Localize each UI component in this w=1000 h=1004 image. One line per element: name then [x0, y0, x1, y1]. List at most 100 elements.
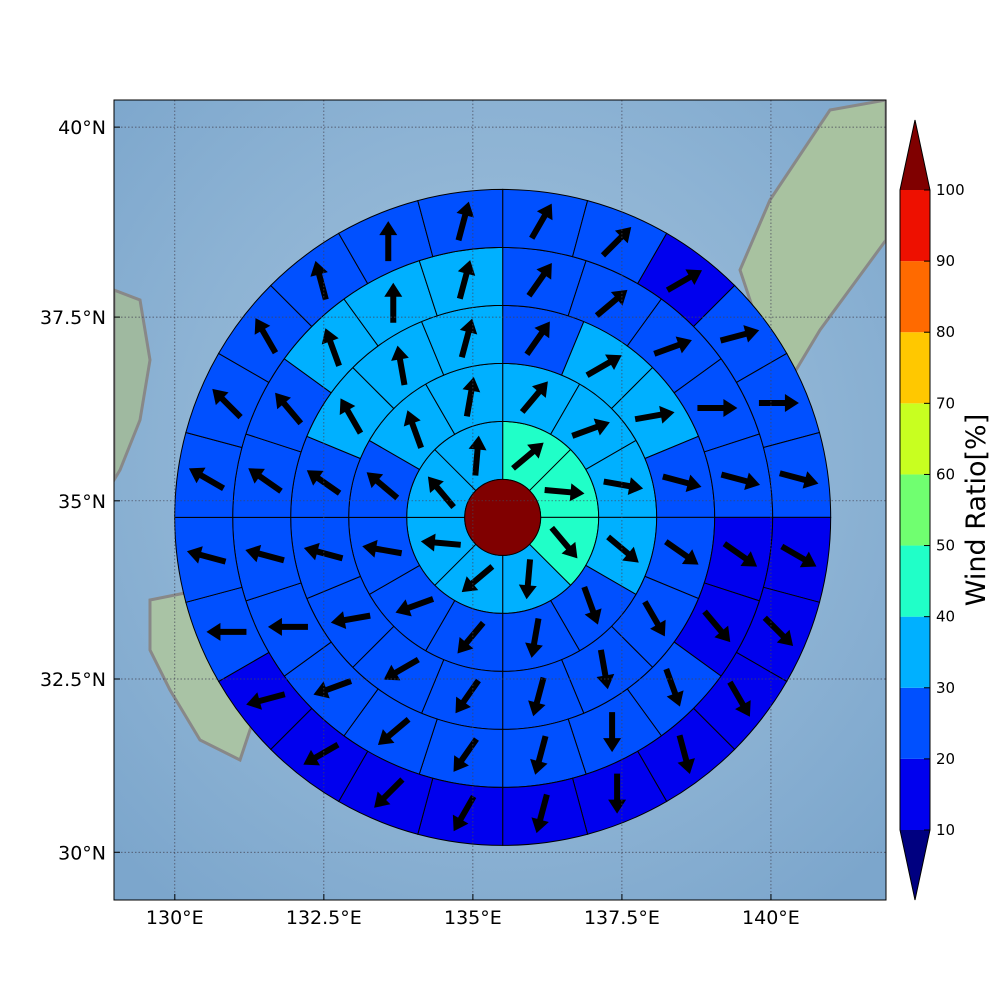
center-cell: [464, 478, 542, 556]
wind-arrow: [720, 471, 761, 490]
wind-arrow: [453, 737, 479, 772]
wind-arrow: [468, 435, 487, 476]
wind-arrow: [427, 476, 456, 510]
wind-arrow: [457, 620, 486, 654]
colorbar-bin: [900, 474, 930, 546]
wind-arrow: [702, 609, 731, 643]
colorbar-tick-label: 50: [936, 537, 955, 555]
wind-arrow: [313, 678, 353, 699]
colorbar-tick-label: 100: [936, 181, 965, 199]
colorbar: 10 20 30 40 50 60 70 80 90 100: [899, 119, 965, 901]
wind-arrow: [246, 691, 286, 710]
wind-arrow: [206, 622, 247, 641]
wind-arrow: [519, 381, 548, 414]
x-tick-label: 132.5°E: [286, 907, 362, 929]
wind-arrow: [524, 321, 550, 357]
wind-arrow: [544, 483, 585, 502]
wind-arrow: [456, 260, 476, 300]
y-tick-label: 32.5°N: [40, 669, 106, 691]
wind-arrow: [665, 269, 703, 293]
wind-arrow: [697, 399, 738, 418]
wind-arrow: [462, 376, 481, 417]
wind-arrow: [455, 678, 481, 714]
wind-arrow: [719, 325, 760, 344]
wind-arrow: [321, 328, 342, 367]
wind-arrow: [275, 392, 304, 426]
wind-arrow: [758, 394, 799, 413]
x-tick-label: 130°E: [146, 907, 204, 929]
colorbar-under: [900, 830, 930, 900]
x-tick-label: 140°E: [742, 907, 800, 929]
wind-arrow: [780, 543, 817, 568]
map-frame: [113, 99, 887, 901]
wind-arrow: [379, 221, 398, 262]
wind-arrow: [530, 735, 549, 775]
wind-arrow: [525, 617, 543, 658]
wind-arrows: [186, 201, 819, 834]
colorbar-bin: [900, 687, 930, 759]
colorbar-tick-label: 30: [936, 679, 955, 697]
wind-arrow: [511, 442, 544, 471]
colorbar-tick-label: 70: [936, 394, 955, 412]
wind-arrow: [642, 600, 666, 637]
colorbar-bin: [900, 332, 930, 404]
wind-arrow: [549, 525, 578, 559]
colorbar-bin: [900, 190, 930, 262]
wind-arrow: [366, 472, 400, 501]
wind-arrow: [303, 742, 340, 766]
wind-arrow: [594, 289, 628, 318]
wind-arrow: [779, 470, 819, 489]
colorbar-bin: [900, 261, 930, 333]
colorbar-label: Wind Ratio[%]: [961, 414, 992, 606]
wind-arrow: [762, 615, 794, 646]
polar-grid: [174, 188, 832, 846]
wind-arrow: [403, 410, 424, 449]
axes: 130°E 132.5°E 135°E 137.5°E 140°E 30°N 32.5°N 3…: [40, 100, 886, 929]
wind-arrow: [212, 388, 243, 420]
wind-arrow: [391, 345, 409, 386]
wind-arrow: [362, 539, 403, 558]
wind-arrow: [245, 544, 285, 564]
wind-arrow: [663, 668, 684, 707]
colorbar-over: [900, 120, 930, 190]
wind-arrow: [384, 282, 403, 323]
colorbar-bin: [900, 616, 930, 688]
wind-arrow: [664, 539, 699, 565]
wind-arrow: [528, 676, 547, 717]
wind-arrow: [727, 680, 751, 717]
wind-arrow: [377, 717, 411, 746]
wind-arrow: [606, 534, 639, 563]
wind-arrow: [581, 585, 602, 625]
wind-arrow: [603, 477, 644, 495]
wind-arrow: [248, 468, 283, 494]
wind-arrow: [722, 541, 758, 567]
wind-arrow: [267, 617, 308, 636]
wind-arrow: [603, 712, 622, 753]
y-tick-label: 37.5°N: [40, 307, 106, 329]
wind-arrow: [339, 398, 364, 435]
wind-arrow: [526, 263, 552, 298]
wind-arrow: [634, 405, 675, 424]
wind-arrow: [529, 203, 553, 240]
wind-arrow: [374, 777, 405, 808]
colorbar-bin: [900, 545, 930, 617]
wind-arrow: [254, 318, 279, 355]
wind-arrow: [600, 227, 632, 258]
x-tick-label: 137.5°E: [584, 907, 660, 929]
colorbar-tick-label: 80: [936, 323, 955, 341]
wind-arrow: [395, 596, 435, 617]
wind-arrow: [571, 418, 610, 439]
wind-arrow: [452, 795, 477, 832]
colorbar-tick-label: 10: [936, 821, 955, 839]
wind-arrow: [461, 564, 495, 593]
y-tick-label: 35°N: [58, 491, 106, 513]
colorbar-bin: [900, 758, 930, 830]
wind-arrow: [653, 336, 692, 357]
colorbar-tick-label: 90: [936, 252, 955, 270]
y-tick-label: 30°N: [58, 842, 106, 864]
wind-arrow: [518, 559, 537, 600]
wind-arrow: [330, 611, 371, 630]
colorbar-tick-label: 60: [936, 465, 955, 483]
y-tick-label: 40°N: [58, 117, 106, 139]
